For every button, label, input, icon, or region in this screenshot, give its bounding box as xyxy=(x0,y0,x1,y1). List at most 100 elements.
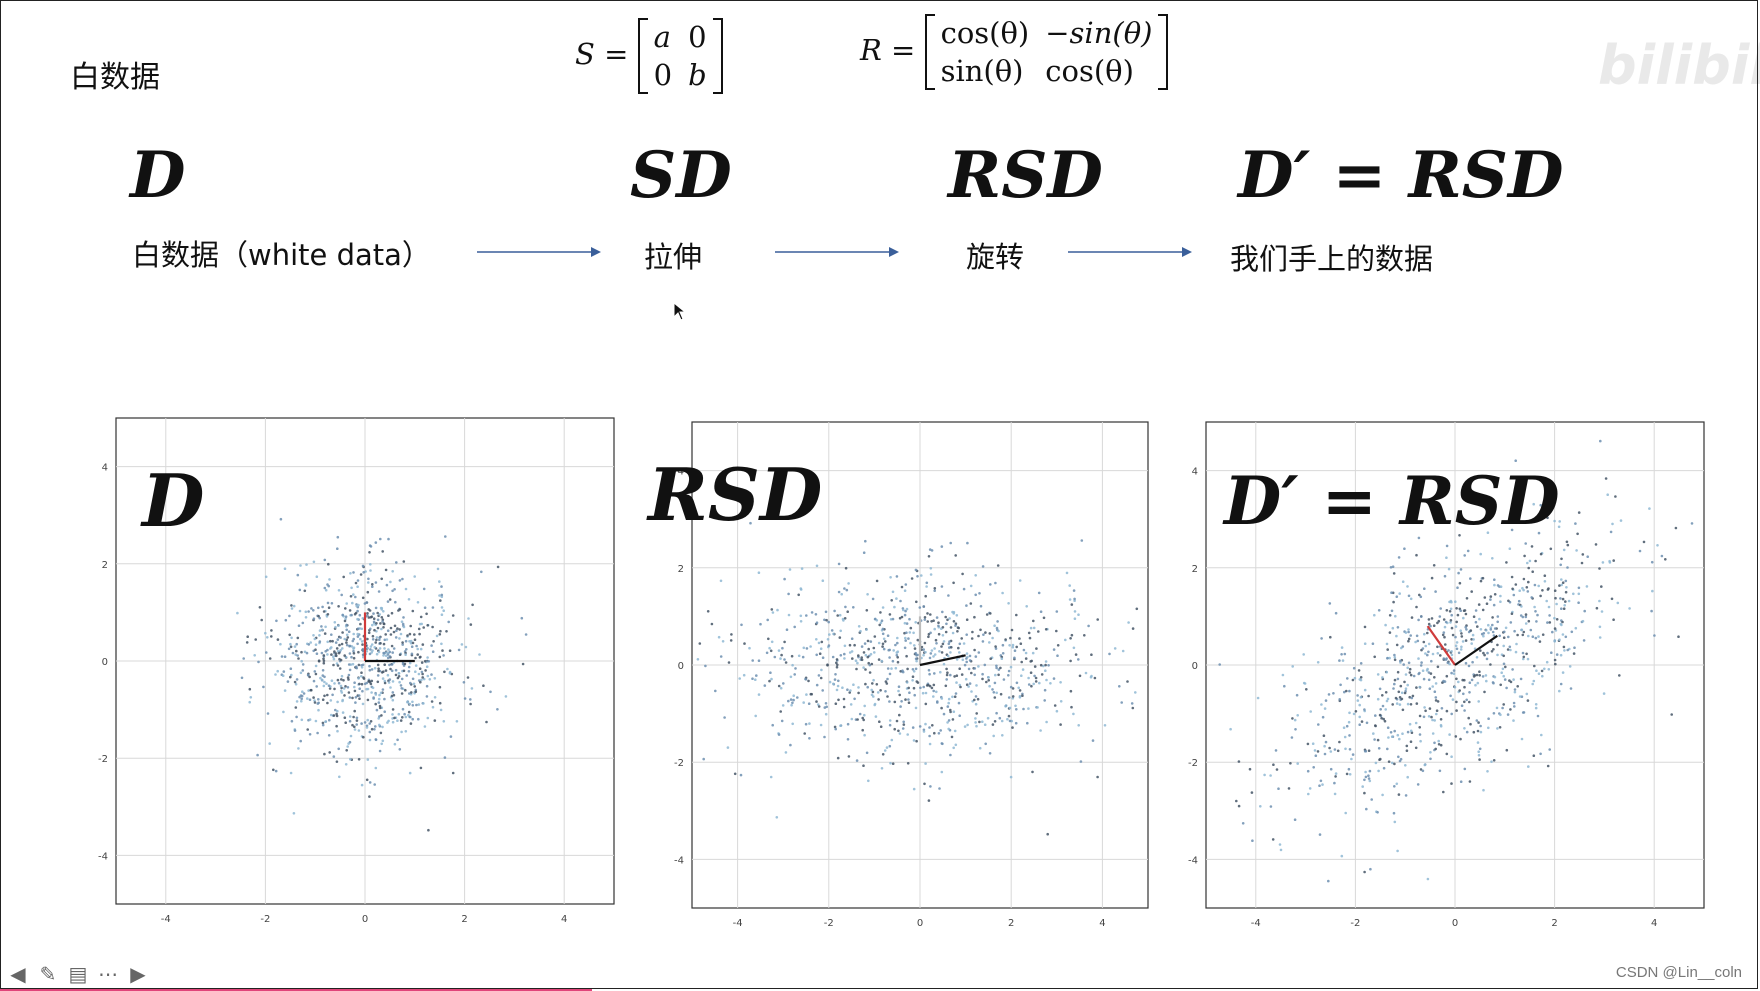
scatter-point xyxy=(1564,600,1567,603)
scatter-point xyxy=(785,628,789,631)
scatter-point xyxy=(1464,625,1467,629)
scatter-point xyxy=(352,632,356,636)
scatter-point xyxy=(862,551,866,554)
scatter-point xyxy=(881,642,885,646)
scatter-point xyxy=(1022,707,1025,711)
scatter-point xyxy=(1334,772,1338,775)
scatter-point xyxy=(368,664,371,668)
scatter-point xyxy=(1514,650,1518,654)
scatter-point xyxy=(411,609,415,613)
scatter-point xyxy=(353,612,357,616)
scatter-point xyxy=(1553,658,1557,662)
scatter-point xyxy=(371,634,375,638)
scatter-point xyxy=(1534,636,1538,640)
csdn-credit: CSDN @Lin__coln xyxy=(1615,964,1742,981)
scatter-point xyxy=(974,695,978,698)
scatter-point xyxy=(315,652,319,655)
scatter-point xyxy=(409,624,413,628)
scatter-point xyxy=(1409,740,1413,743)
scatter-point xyxy=(315,685,318,688)
scatter-point xyxy=(420,661,424,664)
y-tick-label: -2 xyxy=(674,758,684,769)
scatter-point xyxy=(1250,791,1254,794)
scatter-point xyxy=(1130,702,1134,705)
scatter-point xyxy=(1656,544,1659,547)
scatter-point xyxy=(947,594,950,597)
scatter-point xyxy=(988,632,992,635)
scatter-point xyxy=(1546,764,1550,768)
scatter-point xyxy=(1008,706,1012,710)
scatter-point xyxy=(1134,691,1137,694)
scatter-point xyxy=(422,677,426,681)
scatter-point xyxy=(816,703,820,706)
scatter-point xyxy=(950,735,954,739)
scatter-point xyxy=(902,720,905,724)
scatter-point xyxy=(381,620,384,623)
scatter-point xyxy=(815,683,819,687)
scatter-point xyxy=(387,614,390,617)
scatter-point xyxy=(770,608,774,611)
scatter-point xyxy=(905,631,908,634)
scatter-point xyxy=(1388,614,1392,617)
scatter-point xyxy=(370,643,374,646)
scatter-point xyxy=(361,617,365,620)
next-arrow-icon[interactable]: ▶ xyxy=(130,962,146,986)
scatter-point xyxy=(914,621,917,624)
scatter-point xyxy=(1348,748,1352,751)
scatter-point xyxy=(897,689,900,693)
scatter-point xyxy=(357,694,361,697)
scatter-point xyxy=(1319,779,1323,783)
scatter-point xyxy=(869,652,873,656)
scatter-point xyxy=(1393,656,1397,659)
scatter-point xyxy=(1363,708,1366,711)
scatter-point xyxy=(1011,643,1015,647)
scatter-point xyxy=(1442,618,1446,621)
scatter-point xyxy=(360,722,363,725)
y-tick-label: 0 xyxy=(1192,661,1198,672)
scatter-point xyxy=(438,685,442,689)
scatter-point xyxy=(390,611,394,615)
scatter-point xyxy=(1483,596,1487,599)
scatter-point xyxy=(430,700,434,703)
scatter-point xyxy=(1465,730,1469,734)
scatter-point xyxy=(339,684,343,688)
scatter-point xyxy=(951,695,954,699)
scatter-point xyxy=(356,632,360,636)
scatter-point xyxy=(369,648,372,651)
scatter-point xyxy=(1019,642,1023,645)
scatter-point xyxy=(1465,698,1468,702)
scatter-point xyxy=(1445,752,1449,756)
scatter-point xyxy=(1011,695,1015,698)
scatter-point xyxy=(1457,571,1460,575)
more-icon[interactable]: ⋯ xyxy=(98,962,118,986)
scatter-point xyxy=(1001,652,1005,655)
scatter-point xyxy=(394,668,398,672)
scatter-point xyxy=(343,637,346,641)
scatter-point xyxy=(1385,670,1388,674)
scatter-point xyxy=(926,612,929,615)
scatter-point xyxy=(391,713,394,716)
scatter-point xyxy=(1464,661,1468,665)
scatter-point xyxy=(394,673,398,677)
slides-icon[interactable]: ▤ xyxy=(68,962,88,986)
scatter-point xyxy=(301,663,305,666)
scatter-point xyxy=(1356,694,1359,697)
scatter-point xyxy=(360,664,363,667)
prev-arrow-icon[interactable]: ◀ xyxy=(10,962,26,986)
scatter-point xyxy=(418,667,422,670)
scatter-point xyxy=(326,648,329,652)
scatter-point xyxy=(422,587,426,591)
scatter-point xyxy=(1468,681,1472,684)
scatter-point xyxy=(1496,727,1499,730)
scatter-point xyxy=(981,720,984,723)
scatter-point xyxy=(360,682,364,686)
scatter-point xyxy=(469,623,473,626)
scatter-point xyxy=(353,681,356,684)
scatter-point xyxy=(1356,699,1360,702)
scatter-point xyxy=(956,630,959,633)
scatter-point xyxy=(1241,822,1245,825)
scatter-point xyxy=(1495,706,1499,710)
scatter-point xyxy=(723,716,726,719)
scatter-point xyxy=(1486,651,1489,655)
pen-icon[interactable]: ✎ xyxy=(39,962,57,986)
